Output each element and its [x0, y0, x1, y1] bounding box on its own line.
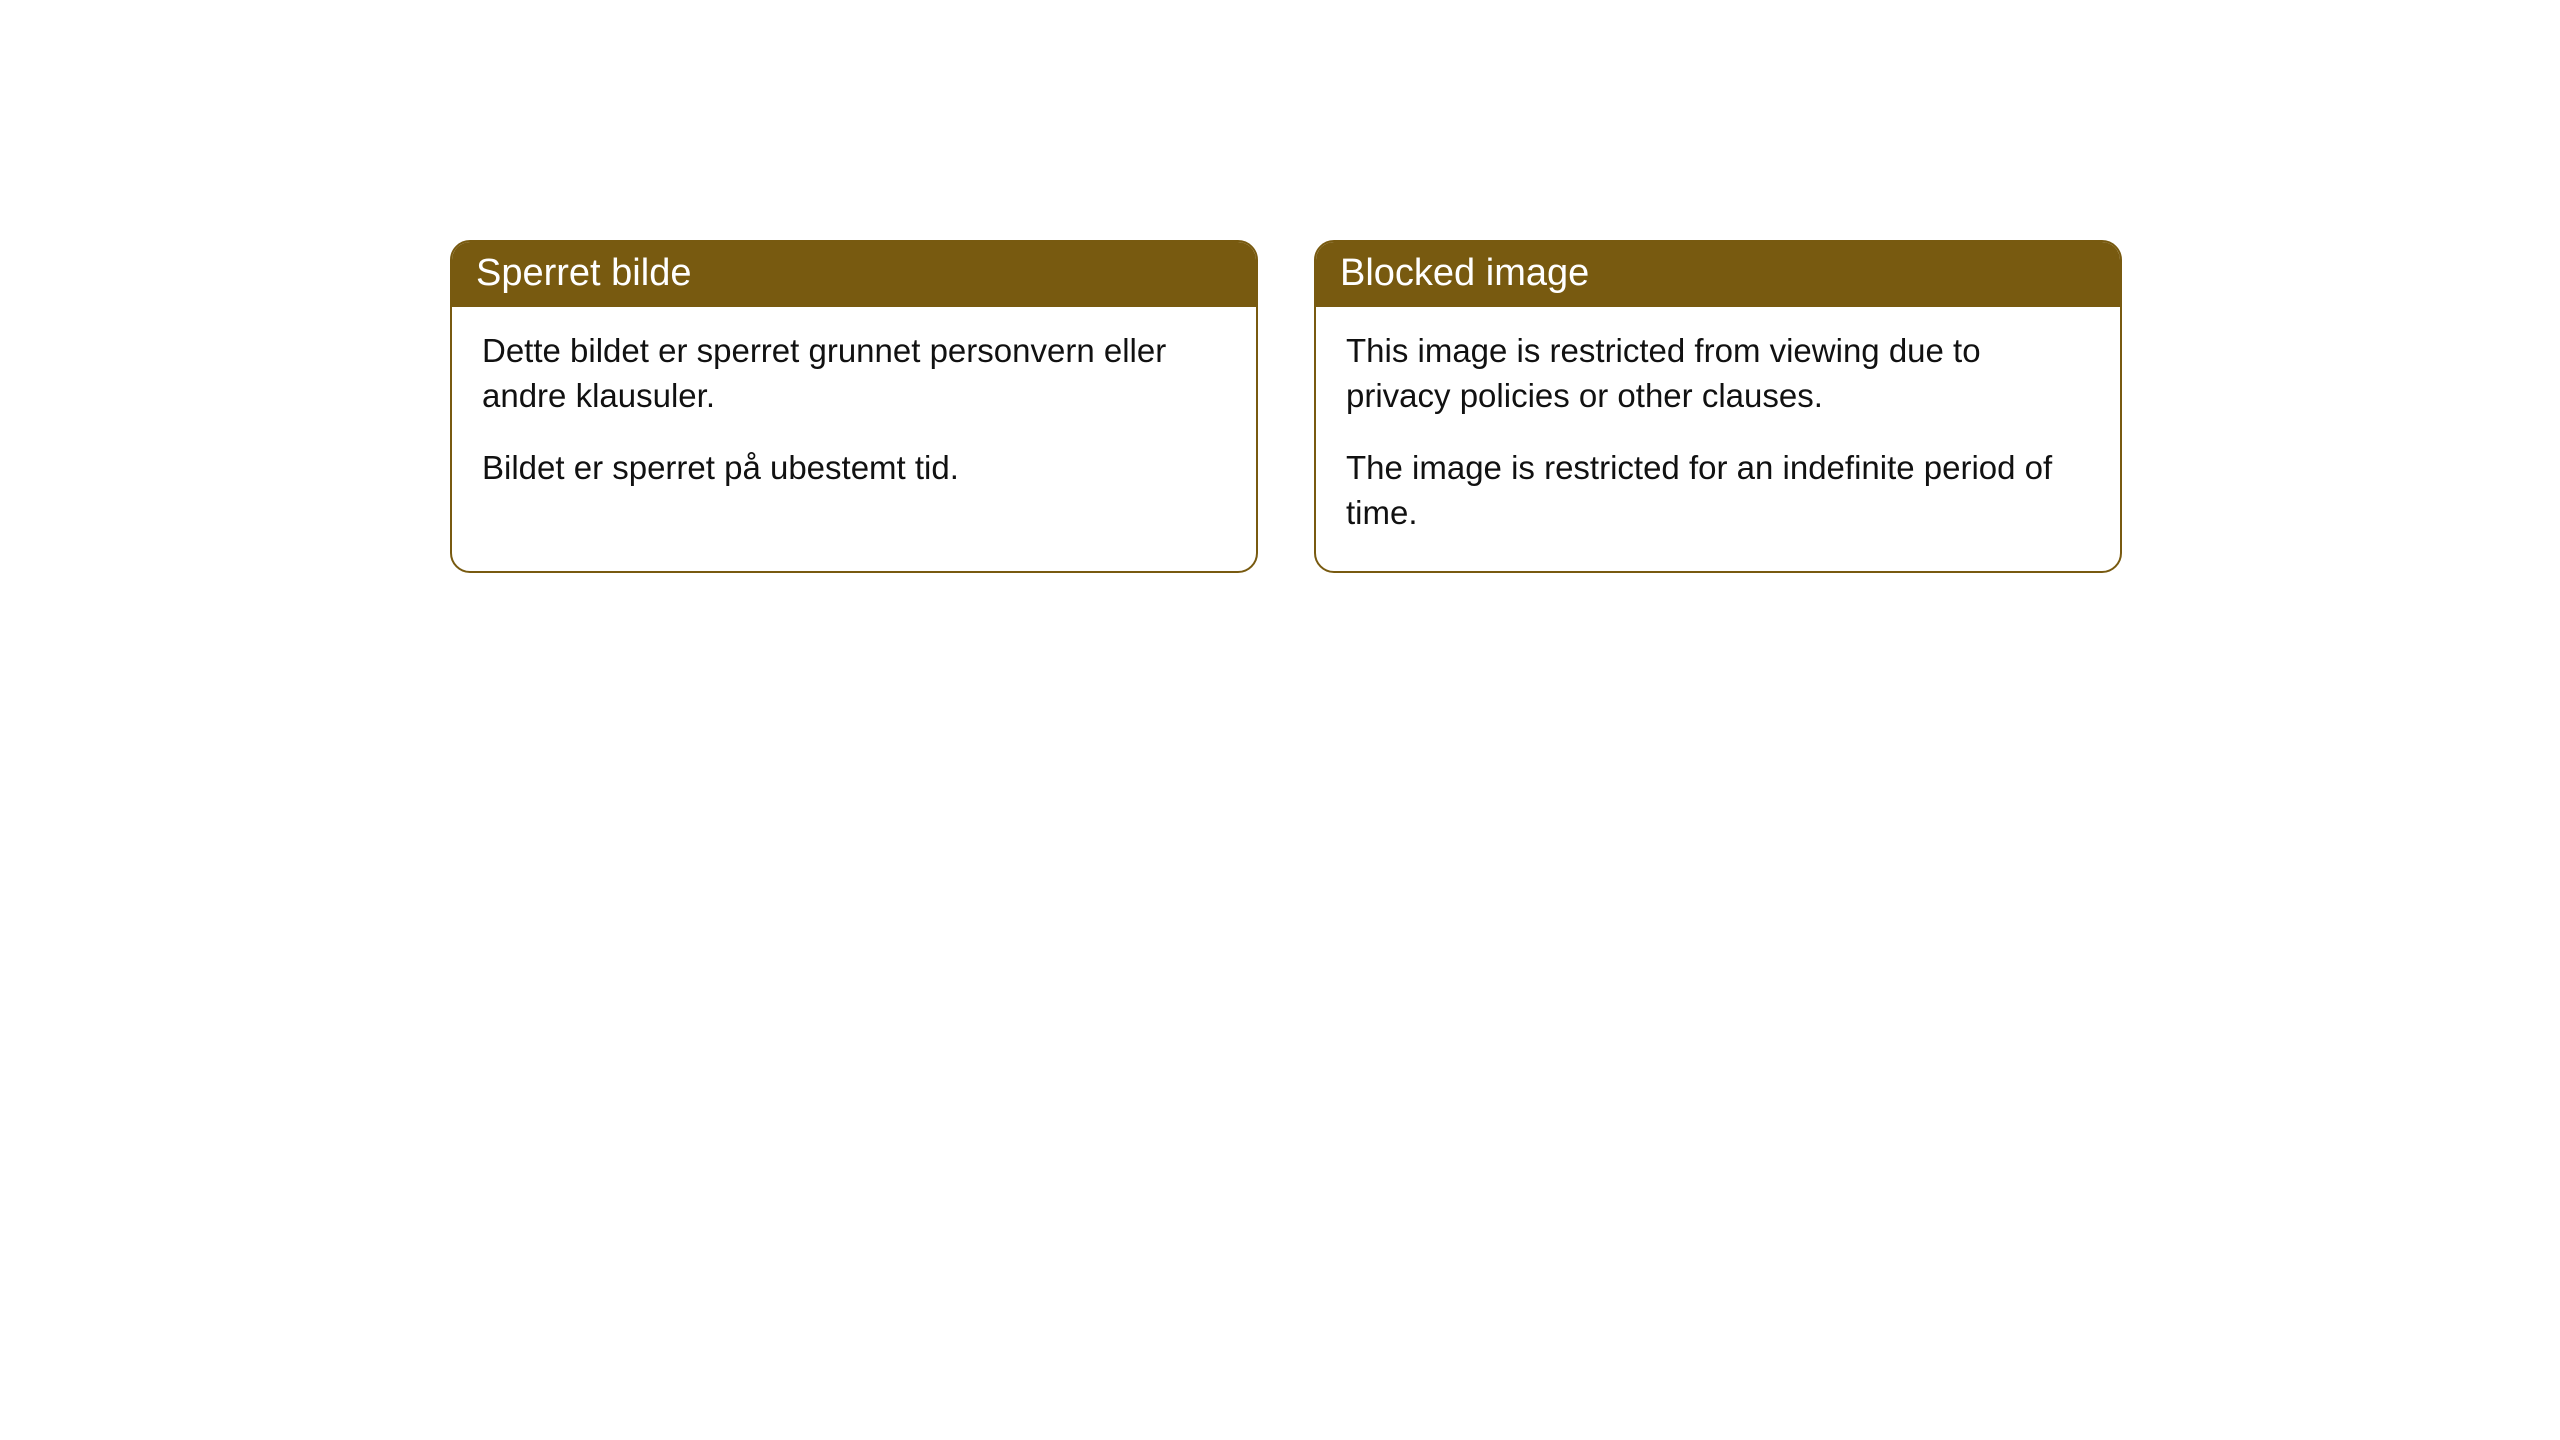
card-header: Sperret bilde: [452, 242, 1256, 307]
card-paragraph: The image is restricted for an indefinit…: [1346, 446, 2090, 535]
card-paragraph: Bildet er sperret på ubestemt tid.: [482, 446, 1226, 491]
card-paragraph: Dette bildet er sperret grunnet personve…: [482, 329, 1226, 418]
card-body: Dette bildet er sperret grunnet personve…: [452, 307, 1256, 527]
card-paragraph: This image is restricted from viewing du…: [1346, 329, 2090, 418]
blocked-image-card-norwegian: Sperret bilde Dette bildet er sperret gr…: [450, 240, 1258, 573]
card-body: This image is restricted from viewing du…: [1316, 307, 2120, 571]
blocked-image-card-english: Blocked image This image is restricted f…: [1314, 240, 2122, 573]
card-header: Blocked image: [1316, 242, 2120, 307]
cards-container: Sperret bilde Dette bildet er sperret gr…: [450, 240, 2122, 573]
